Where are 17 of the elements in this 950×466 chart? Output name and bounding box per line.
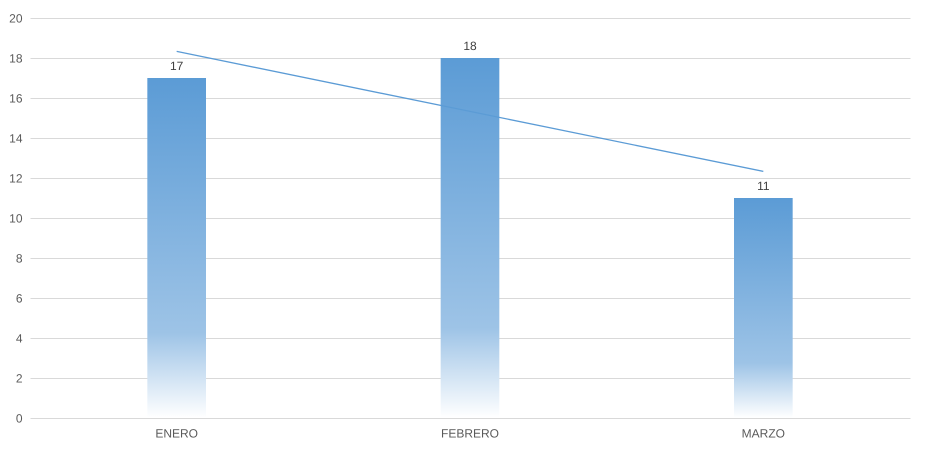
x-tick-label: MARZO — [742, 426, 786, 440]
y-tick-label: 18 — [9, 52, 23, 66]
y-tick-label: 6 — [16, 292, 23, 306]
y-tick-label: 12 — [9, 172, 23, 186]
y-tick-label: 20 — [9, 12, 23, 26]
y-tick-label: 4 — [16, 332, 23, 346]
y-tick-label: 2 — [16, 372, 23, 386]
x-tick-label: FEBRERO — [440, 426, 500, 440]
y-tick-label: 0 — [16, 412, 23, 426]
x-tick-label: ENERO — [155, 426, 198, 440]
y-tick-label: 10 — [9, 212, 23, 226]
data-label: 11 — [757, 179, 770, 193]
y-tick-label: 8 — [16, 252, 23, 266]
data-label: 17 — [170, 59, 184, 73]
data-label: 18 — [463, 39, 477, 53]
y-tick-label: 14 — [9, 132, 23, 146]
y-tick-label: 16 — [9, 92, 23, 106]
